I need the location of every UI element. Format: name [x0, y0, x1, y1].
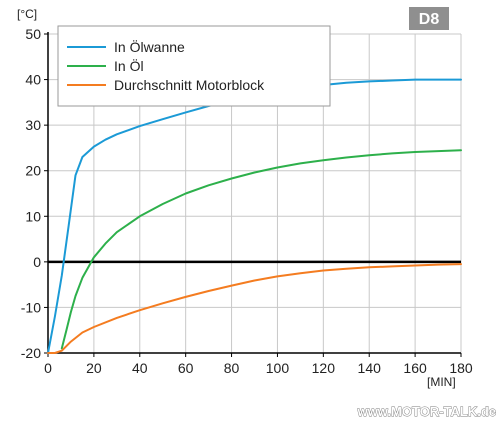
series-lines: [47, 78, 462, 354]
y-tick-label: -20: [21, 345, 41, 361]
x-tick-label: 140: [358, 360, 382, 376]
x-tick-label: 100: [266, 360, 290, 376]
y-tick-label: 30: [25, 117, 41, 133]
y-tick-label: 0: [33, 254, 41, 270]
y-tick-label: 40: [25, 72, 41, 88]
y-tick-label: -10: [21, 299, 41, 315]
legend-label: In Öl: [114, 57, 144, 74]
badge-background: [409, 7, 449, 30]
x-tick-label: 160: [403, 360, 427, 376]
figure-badge: D8: [409, 7, 449, 30]
series-line: [47, 78, 462, 354]
y-tick-label: 50: [25, 26, 41, 42]
legend: In Ölwanne In Öl Durchschnitt Motorblock: [57, 25, 331, 107]
x-tick-label: 60: [178, 360, 194, 376]
legend-label: Durchschnitt Motorblock: [114, 77, 265, 93]
axes: [44, 32, 462, 357]
series-line: [47, 263, 462, 354]
legend-items: In Ölwanne In Öl Durchschnitt Motorblock: [67, 38, 265, 93]
tick-labels: -20 -10 0 10 20 30 40 50 0 20 40 60 80 100 120 140 160 18…: [21, 26, 473, 376]
x-tick-label: 180: [449, 360, 473, 376]
x-tick-label: 20: [86, 360, 102, 376]
y-tick-label: 10: [25, 208, 41, 224]
x-axis-unit-label: [MIN]: [427, 375, 456, 389]
series-line: [60, 149, 462, 350]
legend-label: In Ölwanne: [114, 38, 185, 55]
x-tick-label: 40: [132, 360, 148, 376]
x-tick-label: 0: [44, 360, 52, 376]
watermark-text: www.MOTOR-TALK.de: [357, 404, 496, 419]
y-axis-unit-label: [°C]: [17, 7, 37, 21]
badge-label: D8: [419, 11, 440, 28]
x-tick-label: 80: [224, 360, 240, 376]
x-tick-label: 120: [312, 360, 336, 376]
y-tick-label: 20: [25, 163, 41, 179]
